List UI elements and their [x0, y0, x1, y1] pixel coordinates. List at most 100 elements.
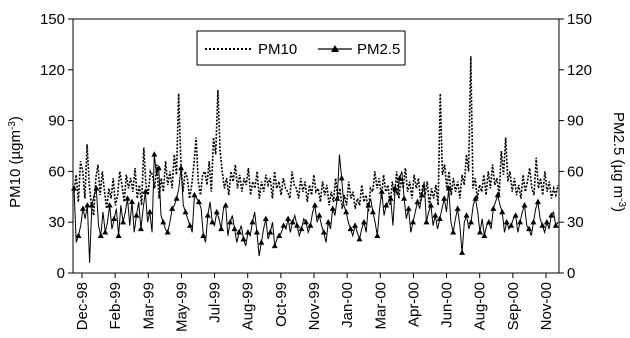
pm25-point: [71, 185, 77, 191]
x-tick-label: Dec-98: [74, 282, 91, 330]
pm25-point: [316, 212, 323, 218]
pm25-point: [133, 212, 140, 218]
pm25-point: [151, 151, 158, 157]
pm25-point: [445, 185, 452, 191]
pm25-point: [169, 205, 176, 211]
y-axis-label-right: PM2.5 (µg m-3): [610, 112, 628, 212]
pm25-point: [200, 232, 207, 238]
pm25-point: [120, 219, 127, 225]
pm25-point: [454, 205, 461, 211]
x-tick-label: Apr-00: [405, 282, 422, 327]
pm25-point: [298, 225, 305, 232]
right-tick-label: 120: [567, 62, 592, 79]
pm25-point: [124, 195, 131, 201]
pm25-point: [343, 208, 350, 215]
pm25-point: [365, 202, 372, 208]
pm25-point: [276, 232, 283, 238]
pm25-point: [490, 205, 497, 211]
pm25-point: [338, 174, 345, 181]
pm25-point: [325, 219, 332, 225]
legend-box: [196, 30, 406, 66]
pm25-point: [75, 232, 82, 238]
pm25-point: [356, 235, 363, 242]
pm25-point: [142, 188, 149, 194]
pm25-point: [137, 225, 144, 232]
pm25-point: [517, 219, 524, 225]
legend-pm10-label: PM10: [258, 41, 297, 58]
pm25-point: [93, 185, 100, 191]
x-tick-label: Aug-00: [472, 282, 489, 330]
pm25-point: [155, 164, 162, 171]
right-y-axis: 0 30 60 90 120 150: [559, 11, 592, 282]
pm25-point: [548, 212, 555, 218]
pm25-point: [436, 215, 443, 222]
legend-pm25-label: PM2.5: [357, 41, 400, 58]
x-tick-label: Jan-00: [339, 282, 356, 328]
pm25-point: [410, 219, 417, 225]
left-tick-label: 90: [48, 113, 65, 130]
x-tick-label: Mar-99: [140, 282, 157, 330]
left-tick-label: 120: [40, 62, 65, 79]
pm25-point: [115, 232, 122, 238]
pm25-point: [432, 212, 439, 218]
pm25-point: [441, 195, 448, 201]
legend-pm25-marker: [331, 45, 339, 52]
pm25-point: [405, 205, 412, 211]
pm25-point: [128, 198, 135, 205]
pm25-point: [539, 222, 546, 228]
right-tick-label: 90: [567, 113, 584, 130]
left-tick-label: 0: [57, 265, 65, 282]
x-tick-label: Sep-00: [505, 282, 522, 330]
pm25-point: [499, 208, 506, 215]
pm25-point: [111, 215, 118, 222]
pm25-point: [374, 232, 381, 238]
pm25-point: [209, 219, 216, 225]
left-y-axis: 0 30 60 90 120 150: [40, 11, 73, 282]
pm25-point: [271, 242, 278, 249]
x-tick-label: Jul-99: [207, 282, 224, 323]
pm25-point: [401, 195, 408, 201]
pm25-point: [146, 208, 153, 215]
series-pm25: [71, 151, 559, 263]
pm25-point: [236, 229, 243, 235]
pm25-point: [195, 198, 202, 205]
pm25-point: [481, 232, 488, 238]
pm25-point: [289, 219, 296, 225]
pm25-point: [352, 222, 359, 228]
pm25-point: [285, 215, 292, 222]
x-tick-label: Feb-99: [107, 282, 124, 330]
pm25-point: [334, 195, 341, 201]
pm25-point: [387, 195, 394, 201]
right-tick-label: 30: [567, 214, 584, 231]
pm25-point: [258, 239, 265, 245]
x-tick-label: Nov-00: [538, 282, 555, 330]
series-pm10: [73, 56, 559, 216]
pm25-point: [476, 229, 483, 235]
pm25-point: [427, 202, 434, 208]
left-tick-label: 150: [40, 11, 65, 28]
right-tick-label: 60: [567, 163, 584, 180]
pm25-point: [543, 219, 550, 225]
left-tick-label: 30: [48, 214, 65, 231]
pm25-point: [79, 205, 86, 211]
pm25-point: [97, 232, 104, 238]
pm25-point: [280, 222, 287, 228]
pm25-point: [204, 212, 211, 218]
pm25-point: [423, 219, 430, 225]
pm25-point: [88, 202, 95, 208]
pm25-point: [231, 225, 238, 232]
pm25-point: [360, 219, 367, 225]
x-tick-label: Aug-99: [240, 282, 257, 330]
pm25-point: [249, 219, 256, 225]
x-tick-label: Oct-99: [273, 282, 290, 327]
pm25-point: [307, 222, 314, 228]
pm25-point: [182, 208, 189, 215]
pm25-point: [213, 208, 220, 215]
left-tick-label: 60: [48, 163, 65, 180]
x-axis: Dec-98 Feb-99 Mar-99 May-99 Jul-99 Aug-99 Oct-…: [74, 273, 555, 332]
pm25-point: [311, 202, 318, 208]
pm25-point: [512, 212, 519, 218]
right-tick-label: 150: [567, 11, 592, 28]
series-pm25-line: [73, 154, 559, 263]
